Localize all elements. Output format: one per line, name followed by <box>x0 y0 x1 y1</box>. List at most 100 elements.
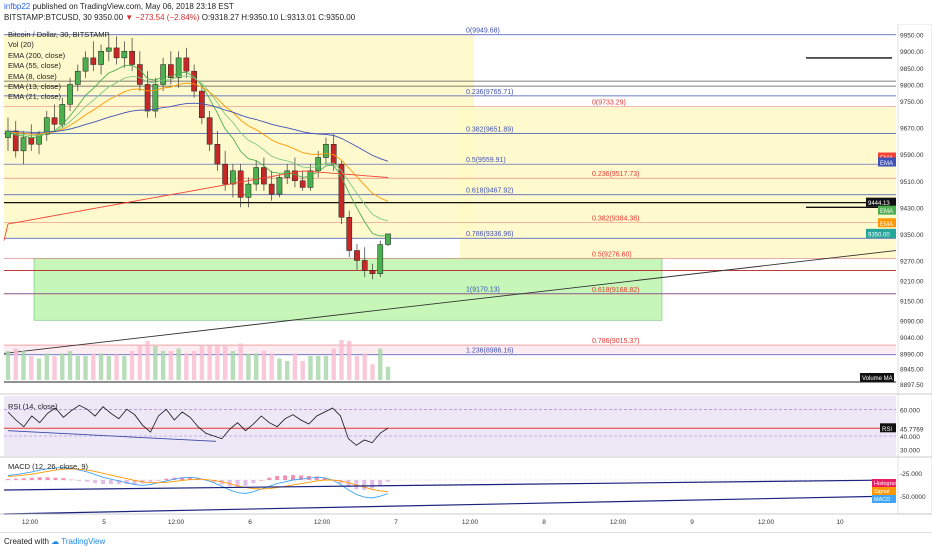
macd-histogram-bar <box>180 477 185 480</box>
tradingview-logo-icon[interactable]: ☁ <box>51 537 60 546</box>
candle-body <box>59 104 66 125</box>
volume-bar <box>316 356 321 380</box>
macd-histogram-bar <box>29 477 34 480</box>
price-tick-label: 9270.00 <box>900 258 924 265</box>
footer-text: Created with ☁ TradingView <box>4 537 105 546</box>
legend-ema21: EMA (21, close) <box>8 92 61 102</box>
volume-bar <box>106 356 112 380</box>
fib-level-label: 0(9733.29) <box>592 100 626 107</box>
rsi-tick-label: 30.000 <box>900 447 920 454</box>
fib-level-label: 0.382(9384.38) <box>592 215 639 222</box>
candle-body <box>385 233 391 245</box>
candle-body <box>168 64 174 79</box>
volume-bar <box>354 356 360 380</box>
candle-body <box>105 47 112 52</box>
rsi-badge <box>880 423 896 433</box>
volume-bar <box>137 346 143 380</box>
candle-body <box>222 163 228 185</box>
volume-bar <box>385 366 391 380</box>
volume-bar <box>5 351 11 380</box>
volume-bar <box>230 351 236 380</box>
macd-histogram-bar <box>251 480 256 484</box>
ema55-line <box>7 102 389 162</box>
last-price: 9350.00 <box>94 13 124 22</box>
fib-zone-right <box>460 106 896 259</box>
trendline <box>3 250 897 354</box>
volume-bar <box>215 346 220 380</box>
candle-body <box>253 167 260 185</box>
candle-body <box>307 170 314 188</box>
macd-histogram-bar <box>93 480 98 484</box>
volume-bar <box>261 351 267 380</box>
volume-bar <box>246 353 251 380</box>
candle-body <box>160 64 166 85</box>
candle-body <box>323 143 329 158</box>
volume-bar <box>98 353 104 380</box>
candle-body <box>315 157 322 172</box>
macd-histogram-bar <box>148 480 153 482</box>
time-tick-label: 12:00 <box>610 519 627 526</box>
macd-histogram-bar <box>85 480 90 482</box>
volume-bar <box>153 346 158 380</box>
candle-body <box>51 117 58 125</box>
ema21-line <box>7 82 389 202</box>
fib-level-label: 0.786(9015.37) <box>592 338 639 345</box>
symbol-info: BITSTAMP:BTCUSD, 30 9350.00 ▼ −273.54 (−… <box>4 13 355 22</box>
tradingview-brand[interactable]: TradingView <box>61 537 106 546</box>
rsi-line <box>7 404 389 446</box>
rsi-legend: RSI (14, close) <box>8 402 58 411</box>
fib-level-label: 0.618(9168.82) <box>592 287 639 294</box>
price-axis-badge-label: EMA <box>880 222 893 228</box>
volume-bar <box>184 353 189 380</box>
macd-histogram-bar <box>69 479 74 481</box>
trading-chart[interactable]: 0(9949.68) 0.236(9765.71) 0.382(9651.89) 0.… <box>0 24 932 532</box>
author-link[interactable]: infbp22 <box>4 2 31 11</box>
volume-bar <box>160 351 166 380</box>
macd-badge-label: Histogram <box>874 481 899 487</box>
macd-histogram-bar <box>37 477 42 480</box>
price-tick-label: 9900.00 <box>900 49 924 56</box>
footer: Created with ☁ TradingView <box>0 532 932 551</box>
macd-histogram-bar <box>101 480 105 485</box>
candle-body <box>67 84 73 105</box>
volume-bar <box>362 353 367 380</box>
rsi-tick-label: 60.000 <box>900 407 920 414</box>
publish-info: infbp22 published on TradingView.com, Ma… <box>4 2 234 11</box>
macd-histogram-bar <box>338 480 343 484</box>
volume-bar <box>176 348 181 380</box>
volume-bar <box>75 356 80 380</box>
volume-bar <box>67 351 73 380</box>
price-axis-badge <box>878 205 896 215</box>
price-tick-label: 9800.00 <box>900 82 924 89</box>
price-tick-label: 9750.00 <box>900 99 924 106</box>
target-zone-box <box>33 257 663 321</box>
macd-legend: MACD (12, 26, close, 9) <box>8 462 89 471</box>
volume-bar <box>44 353 49 380</box>
candle-body <box>175 57 182 79</box>
candle-body <box>82 57 89 72</box>
volume-bar <box>323 356 329 380</box>
rsi-tick-label: 40.000 <box>900 434 920 441</box>
candle-body <box>338 163 345 218</box>
fib-level-label: 1.236(8986.16) <box>466 348 513 355</box>
candle-body <box>90 57 97 65</box>
volume-bar <box>52 356 57 380</box>
macd-histogram-bar <box>386 480 390 482</box>
volume-bar <box>21 351 26 380</box>
time-tick-label: 10 <box>836 519 844 526</box>
volume-bar <box>207 346 212 380</box>
created-with: Created with <box>4 537 49 546</box>
macd-histogram-bar <box>362 480 367 490</box>
rsi-background <box>4 396 896 456</box>
candle-body <box>361 260 368 271</box>
price-tick-label: 9590.00 <box>900 152 924 159</box>
macd-histogram-bar <box>259 480 264 481</box>
price-tick-label: 9430.00 <box>900 205 924 212</box>
macd-histogram-bar <box>156 480 161 481</box>
macd-histogram-bar <box>322 477 327 480</box>
macd-badge <box>872 487 896 495</box>
publish-header: infbp22 published on TradingView.com, Ma… <box>0 0 932 24</box>
legend-symbol: Bitcoin / Dollar, 30, BITSTAMP <box>8 30 110 39</box>
price-tick-label: 8897.50 <box>900 382 924 389</box>
price-axis-badge <box>878 157 896 167</box>
